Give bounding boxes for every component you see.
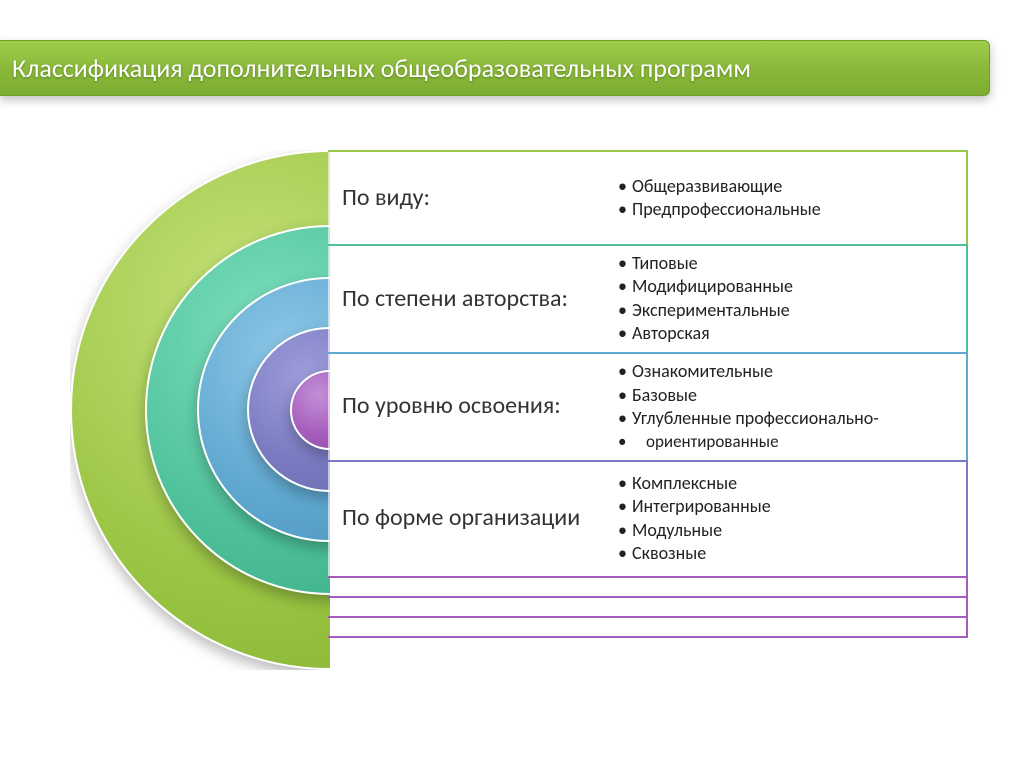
row-label: По степени авторства: (328, 246, 608, 352)
row-item: Общеразвивающие (618, 175, 956, 198)
row-label: По форме организации (328, 462, 608, 576)
row-item: Экспериментальные (618, 299, 956, 322)
row-item: Модульные (618, 519, 956, 542)
row-label: По уровню освоения: (328, 354, 608, 460)
classification-row: По уровню освоения:ОзнакомительныеБазовы… (328, 352, 968, 462)
classification-row: По форме организацииКомплексныеИнтегриро… (328, 460, 968, 578)
stacked-venn-diagram: По виду:ОбщеразвивающиеПредпрофессиональ… (70, 150, 970, 690)
rows-container: По виду:ОбщеразвивающиеПредпрофессиональ… (328, 150, 968, 636)
empty-row (328, 616, 968, 638)
row-item: ориентированные (618, 431, 956, 453)
row-item: Предпрофессиональные (618, 198, 956, 221)
empty-row (328, 576, 968, 598)
row-item: Авторская (618, 322, 956, 345)
row-item: Типовые (618, 252, 956, 275)
row-items: ОбщеразвивающиеПредпрофессиональные (608, 152, 966, 244)
row-item: Модифицированные (618, 275, 956, 298)
row-label: По виду: (328, 152, 608, 244)
row-item: Углубленные профессионально- (618, 407, 956, 430)
row-item: Комплексные (618, 472, 956, 495)
classification-row: По виду:ОбщеразвивающиеПредпрофессиональ… (328, 150, 968, 246)
arc-stack (70, 150, 330, 670)
classification-row: По степени авторства:ТиповыеМодифицирова… (328, 244, 968, 354)
title-bar: Классификация дополнительных общеобразов… (0, 40, 990, 96)
empty-row (328, 596, 968, 618)
page-title: Классификация дополнительных общеобразов… (12, 52, 751, 84)
row-items: КомплексныеИнтегрированныеМодульныеСквоз… (608, 462, 966, 576)
row-item: Интегрированные (618, 495, 956, 518)
row-item: Базовые (618, 384, 956, 407)
row-item: Сквозные (618, 542, 956, 565)
row-item: Ознакомительные (618, 360, 956, 383)
row-items: ТиповыеМодифицированныеЭкспериментальные… (608, 246, 966, 352)
row-items: ОзнакомительныеБазовыеУглубленные профес… (608, 354, 966, 460)
